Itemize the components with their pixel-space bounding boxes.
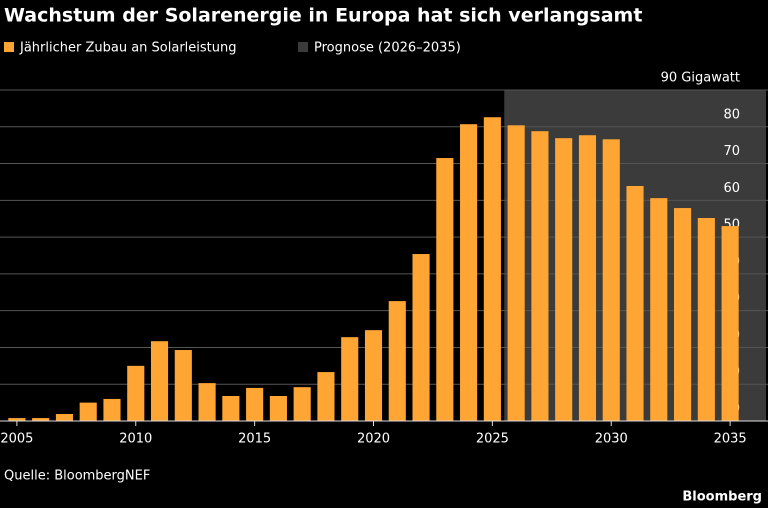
bar: [531, 131, 549, 422]
legend-swatch: [298, 42, 308, 52]
y-tick-label: 90 Gigawatt: [661, 71, 740, 86]
x-tick-label: 2030: [595, 432, 628, 447]
y-tick-label: 60: [723, 181, 740, 196]
bar: [150, 341, 169, 421]
bar: [8, 418, 26, 421]
bar: [341, 337, 359, 421]
brand: Bloomberg: [682, 490, 762, 505]
chart-title: Wachstum der Solarenergie in Europa hat …: [4, 5, 642, 27]
x-tick-label: 2025: [476, 432, 509, 447]
source: Quelle: BloombergNEF: [4, 469, 150, 484]
bar: [269, 395, 287, 421]
x-tick-label: 2035: [714, 432, 747, 447]
legend-label: Prognose (2026–2035): [314, 41, 461, 56]
bar: [174, 350, 192, 421]
y-tick-label: 80: [723, 107, 740, 122]
bar: [697, 217, 715, 421]
bar: [436, 158, 454, 422]
bar: [198, 383, 216, 421]
bar: [317, 372, 335, 421]
x-tick-label: 2005: [0, 432, 33, 447]
bar: [222, 395, 240, 421]
bar: [507, 125, 525, 421]
x-tick-label: 2020: [357, 432, 390, 447]
bar: [103, 398, 121, 421]
bar: [721, 226, 739, 421]
legend-label: Jährlicher Zubau an Solarleistung: [19, 41, 237, 56]
x-tick-label: 2010: [119, 432, 152, 447]
bar: [626, 185, 644, 421]
bar: [483, 117, 501, 422]
bar: [674, 208, 692, 421]
bar: [246, 387, 264, 421]
x-tick-label: 2015: [238, 432, 271, 447]
bar: [364, 330, 383, 421]
bar: [55, 414, 73, 421]
bar: [32, 418, 50, 421]
bar: [578, 135, 597, 421]
legend-swatch: [4, 42, 14, 52]
bar: [388, 301, 406, 421]
y-tick-label: 70: [723, 144, 740, 159]
bar: [412, 254, 430, 421]
bar: [293, 387, 311, 421]
bar: [650, 198, 668, 421]
bar: [460, 124, 478, 421]
bar: [555, 138, 573, 421]
bar: [602, 139, 620, 421]
bar: [127, 365, 145, 421]
bar: [79, 402, 97, 421]
